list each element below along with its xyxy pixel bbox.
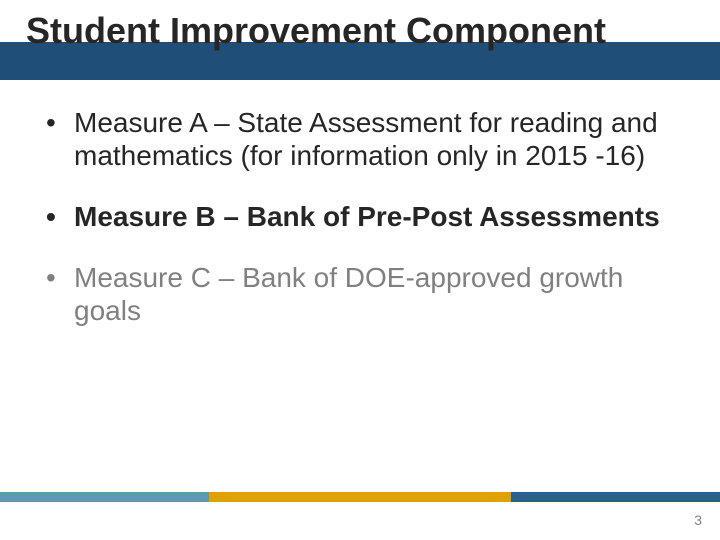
bullet-text: Measure B – Bank of Pre-Post Assessments xyxy=(74,201,660,232)
footer-segment xyxy=(0,492,209,502)
bullet-item: Measure C – Bank of DOE-approved growth … xyxy=(46,261,666,327)
slide: Student Improvement Component Measure A … xyxy=(0,0,720,540)
bullet-text: Measure C – Bank of DOE-approved growth … xyxy=(74,262,623,326)
footer-segment xyxy=(511,492,720,502)
body-area: Measure A – State Assessment for reading… xyxy=(46,106,666,327)
bullet-list: Measure A – State Assessment for reading… xyxy=(46,106,666,327)
bullet-item: Measure B – Bank of Pre-Post Assessments xyxy=(46,200,666,233)
page-number: 3 xyxy=(694,512,702,528)
footer-segment xyxy=(209,492,511,502)
footer-bar xyxy=(0,492,720,502)
bullet-item: Measure A – State Assessment for reading… xyxy=(46,106,666,172)
slide-title: Student Improvement Component xyxy=(26,10,606,52)
bullet-text: Measure A – State Assessment for reading… xyxy=(74,107,658,171)
